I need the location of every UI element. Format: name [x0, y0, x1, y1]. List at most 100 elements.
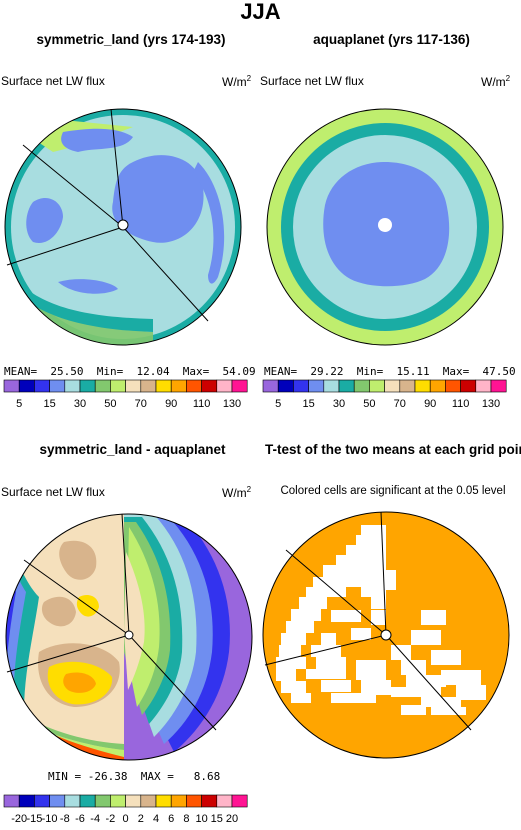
panel2-map [266, 108, 504, 346]
panel2-colorbar-labels: 5 15 30 50 70 90 110 130 [275, 398, 500, 410]
colorbar-cell [170, 379, 187, 393]
colorbar-cell [445, 379, 461, 393]
panel3-units: W/m2 [222, 485, 252, 500]
panel4-coast-3 [264, 634, 387, 666]
colorbar-cell [170, 794, 187, 808]
colorbar-tick-label: 5 [275, 398, 281, 410]
colorbar-tick-label: 110 [452, 398, 470, 410]
colorbar-tick-label: 2 [138, 813, 144, 825]
colorbar-cell [338, 379, 355, 393]
colorbar-cell [140, 379, 157, 393]
colorbar-cell [201, 794, 218, 808]
panel4-title: T-test of the two means at each grid poi… [265, 442, 521, 457]
colorbar-tick-label: 30 [74, 398, 86, 410]
colorbar-cell [18, 794, 35, 808]
colorbar-cell [186, 794, 202, 808]
panel1-stats: MEAN= 25.50 Min= 12.04 Max= 54.09 [4, 365, 256, 378]
panel1-coast-4 [122, 226, 209, 322]
colorbar-tick-label: 70 [394, 398, 406, 410]
panel3-coast-3 [6, 634, 130, 673]
panel3-pole [124, 630, 134, 640]
panel1-units: W/m2 [222, 74, 252, 89]
panel1-colorbar-cells [3, 379, 248, 393]
colorbar-tick-label: 5 [16, 398, 22, 410]
colorbar-cell [79, 794, 96, 808]
colorbar-cell [231, 794, 248, 808]
panel1-field-label: Surface net LW flux [1, 74, 105, 88]
colorbar-cell [460, 379, 477, 393]
colorbar-tick-label: 4 [153, 813, 159, 825]
panel1-pole [117, 219, 129, 231]
colorbar-cell [94, 794, 111, 808]
panel3-colorbar-labels: -20 -15 -10 -8 -6 -4 -2 0 2 4 6 8 10 15 20 [11, 813, 238, 825]
panel2-stats: MEAN= 29.22 Min= 15.11 Max= 47.50 [264, 365, 516, 378]
panel3-coast-1 [121, 513, 130, 636]
colorbar-cell [414, 379, 431, 393]
colorbar-tick-label: 10 [195, 813, 207, 825]
panel1-blue-left [26, 197, 63, 243]
colorbar-cell [155, 379, 172, 393]
colorbar-cell [18, 379, 35, 393]
colorbar-tick-label: 15 [302, 398, 314, 410]
panel3-field-label: Surface net LW flux [1, 485, 105, 499]
colorbar-tick-label: 50 [104, 398, 116, 410]
colorbar-tick-label: -2 [106, 813, 116, 825]
colorbar-tick-label: 15 [211, 813, 223, 825]
colorbar-tick-label: 90 [165, 398, 177, 410]
panel3-title: symmetric_land - aquaplanet [39, 442, 226, 457]
colorbar-cell [140, 794, 157, 808]
panel3-colorbar-cells [3, 794, 248, 808]
colorbar-cell [369, 379, 385, 393]
panel2-pole [378, 218, 392, 232]
colorbar-cell [34, 379, 50, 393]
colorbar-cell [49, 379, 66, 393]
colorbar-tick-label: -20 [11, 813, 27, 825]
colorbar-cell [323, 379, 340, 393]
panel1-lower-left-teal [5, 272, 153, 332]
colorbar-cell [34, 794, 50, 808]
colorbar-cell [94, 379, 111, 393]
panel1-colorbar: 5 15 30 50 70 90 110 130 [3, 379, 248, 410]
panel4-pole [380, 629, 392, 641]
colorbar-cell [490, 379, 507, 393]
panel4-nonsignificant-cells [276, 525, 486, 715]
panel1-coast-2 [22, 144, 124, 228]
colorbar-cell [3, 794, 20, 808]
panel2-field-label: Surface net LW flux [260, 74, 364, 88]
panel1-blue-right-arc [193, 162, 225, 284]
colorbar-tick-label: 130 [223, 398, 241, 410]
colorbar-cell [79, 379, 96, 393]
panel4-coast-1 [380, 511, 387, 636]
colorbar-cell [110, 379, 126, 393]
panel2-units: W/m2 [481, 74, 511, 89]
colorbar-cell [475, 379, 492, 393]
panel1-title: symmetric_land (yrs 174-193) [36, 32, 226, 47]
colorbar-tick-label: 8 [183, 813, 189, 825]
colorbar-cell [64, 379, 81, 393]
panel4-coast-4 [385, 634, 472, 731]
colorbar-cell [64, 794, 81, 808]
page-title: JJA [240, 0, 281, 24]
colorbar-cell [353, 379, 370, 393]
colorbar-tick-label: -10 [42, 813, 58, 825]
panel4-subtitle: Colored cells are significant at the 0.0… [280, 485, 506, 497]
colorbar-cell [399, 379, 416, 393]
colorbar-tick-label: 15 [43, 398, 55, 410]
colorbar-tick-label: -4 [90, 813, 100, 825]
colorbar-tick-label: 70 [135, 398, 147, 410]
colorbar-tick-label: 50 [363, 398, 375, 410]
colorbar-tick-label: 0 [123, 813, 129, 825]
colorbar-tick-label: 30 [333, 398, 345, 410]
colorbar-tick-label: -15 [26, 813, 42, 825]
panel3-tan-2 [59, 540, 97, 580]
colorbar-cell [277, 379, 294, 393]
colorbar-cell [155, 794, 172, 808]
colorbar-cell [216, 794, 233, 808]
panel3-coast-2 [23, 559, 130, 636]
colorbar-cell [49, 794, 66, 808]
panel2-colorbar-cells [262, 379, 507, 393]
panel2-title: aquaplanet (yrs 117-136) [313, 32, 470, 47]
panel1-blue-center [112, 155, 204, 243]
colorbar-cell [231, 379, 248, 393]
panel3-tan-1 [41, 596, 76, 627]
